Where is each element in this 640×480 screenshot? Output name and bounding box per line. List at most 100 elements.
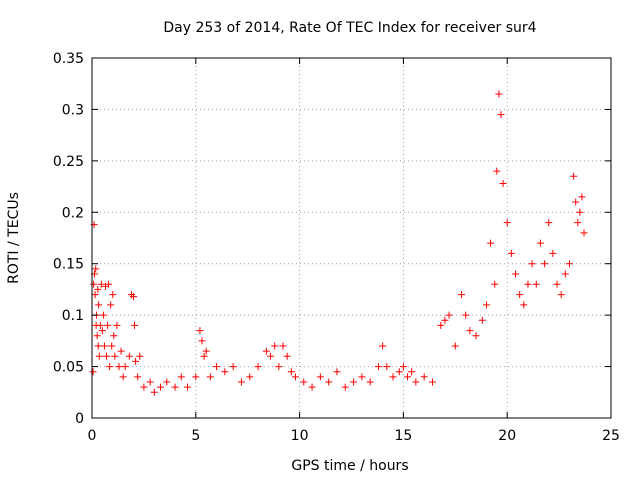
data-point — [94, 342, 102, 350]
data-point — [93, 332, 101, 340]
data-point — [462, 311, 470, 319]
data-point — [134, 373, 142, 381]
data-point — [561, 270, 569, 278]
y-tick-label: 0.15 — [53, 257, 84, 273]
data-point — [478, 316, 486, 324]
data-point — [94, 285, 102, 293]
data-point — [157, 383, 165, 391]
data-point — [499, 179, 507, 187]
data-point — [90, 280, 98, 288]
data-point — [553, 280, 561, 288]
y-tick-label: 0.25 — [53, 154, 84, 170]
data-point — [466, 327, 474, 335]
data-point — [92, 265, 100, 273]
data-point — [557, 291, 565, 299]
x-axis-label: GPS time / hours — [291, 458, 408, 474]
data-point — [308, 383, 316, 391]
data-point — [104, 321, 112, 329]
data-point — [333, 368, 341, 376]
data-point — [536, 239, 544, 247]
data-point — [98, 327, 106, 335]
data-point — [541, 260, 549, 268]
data-point — [117, 347, 125, 355]
data-point — [267, 352, 275, 360]
data-point — [97, 280, 105, 288]
data-point — [408, 368, 416, 376]
data-point — [119, 373, 127, 381]
data-point — [105, 280, 113, 288]
data-point — [121, 363, 129, 371]
data-point — [198, 337, 206, 345]
data-point — [283, 352, 291, 360]
data-point — [520, 301, 528, 309]
x-tick-label: 20 — [498, 428, 516, 444]
grid-lines — [92, 58, 611, 418]
data-point — [495, 90, 503, 98]
x-tick-label: 0 — [88, 428, 97, 444]
data-point — [491, 280, 499, 288]
data-point — [107, 301, 115, 309]
data-point — [183, 383, 191, 391]
y-tick-label: 0.2 — [62, 205, 84, 221]
y-tick-label: 0.35 — [53, 51, 84, 67]
data-point — [350, 378, 358, 386]
data-point — [437, 321, 445, 329]
data-point — [291, 373, 299, 381]
data-point — [95, 352, 103, 360]
data-point — [572, 198, 580, 206]
data-point — [379, 342, 387, 350]
data-point — [524, 280, 532, 288]
data-point — [115, 363, 123, 371]
data-point — [445, 311, 453, 319]
x-tick-label: 25 — [602, 428, 620, 444]
data-point — [565, 260, 573, 268]
y-tick-label: 0.1 — [62, 308, 84, 324]
data-point — [545, 219, 553, 227]
data-point — [202, 347, 210, 355]
data-point — [132, 357, 140, 365]
data-point — [192, 373, 200, 381]
data-point — [458, 291, 466, 299]
data-point — [325, 378, 333, 386]
data-point — [512, 270, 520, 278]
data-point — [163, 378, 171, 386]
data-point — [451, 342, 459, 350]
data-point — [300, 378, 308, 386]
y-axis-ticks: 0 0.05 0.1 0.15 0.2 0.25 0.3 0.35 — [53, 51, 611, 427]
data-point — [150, 388, 158, 396]
data-point — [366, 378, 374, 386]
data-point — [374, 363, 382, 371]
data-point — [109, 291, 117, 299]
data-point — [507, 249, 515, 257]
data-point — [271, 342, 279, 350]
data-point — [580, 229, 588, 237]
data-point — [221, 368, 229, 376]
data-point — [395, 368, 403, 376]
data-point — [287, 368, 295, 376]
data-point — [103, 352, 111, 360]
data-point — [482, 301, 490, 309]
x-axis-ticks: 0 5 10 15 20 25 — [88, 58, 620, 444]
data-point — [106, 363, 114, 371]
data-points — [89, 90, 588, 396]
data-point — [578, 193, 586, 201]
data-point — [420, 373, 428, 381]
data-point — [503, 219, 511, 227]
data-point — [99, 311, 107, 319]
data-point — [95, 301, 103, 309]
data-point — [110, 332, 118, 340]
data-point — [441, 316, 449, 324]
y-tick-label: 0.05 — [53, 360, 84, 376]
data-point — [275, 363, 283, 371]
data-point — [213, 363, 221, 371]
x-tick-label: 5 — [191, 428, 200, 444]
data-point — [177, 373, 185, 381]
data-point — [428, 378, 436, 386]
data-point — [111, 352, 119, 360]
data-point — [532, 280, 540, 288]
data-point — [136, 352, 144, 360]
data-point — [493, 167, 501, 175]
data-point — [383, 363, 391, 371]
data-point — [404, 373, 412, 381]
